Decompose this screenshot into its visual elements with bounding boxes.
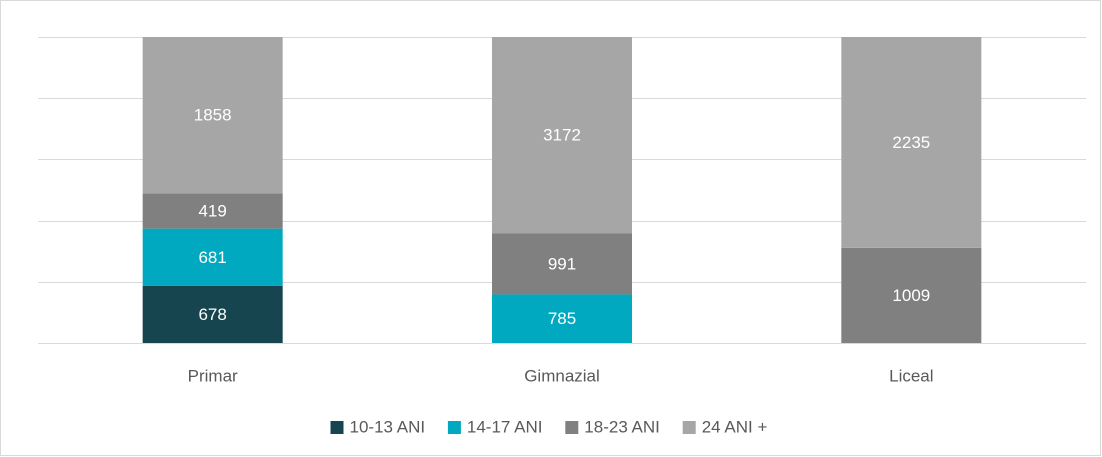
legend-label: 14-17 ANI xyxy=(467,417,543,436)
data-label: 419 xyxy=(198,201,226,220)
bar-segment xyxy=(492,294,632,343)
bar-segment xyxy=(142,193,283,229)
data-label: 785 xyxy=(548,309,576,328)
data-label: 2235 xyxy=(892,133,930,152)
bar-segment xyxy=(841,37,982,248)
bar-segment xyxy=(142,285,283,343)
bar-segment xyxy=(492,233,632,295)
legend-swatch xyxy=(330,421,344,434)
x-tick-label: Gimnazial xyxy=(524,366,600,385)
bar-segment xyxy=(841,247,982,343)
data-label: 678 xyxy=(198,305,226,324)
data-label: 991 xyxy=(548,254,576,273)
legend-swatch xyxy=(682,421,696,434)
legend-swatch xyxy=(447,421,461,434)
bar-segment xyxy=(492,37,632,234)
data-label: 681 xyxy=(198,248,226,267)
data-label: 1858 xyxy=(194,106,232,125)
legend-swatch xyxy=(565,421,579,434)
data-label: 3172 xyxy=(543,126,581,145)
legend-label: 24 ANI + xyxy=(702,417,768,436)
bar-segment xyxy=(142,37,283,194)
legend-label: 10-13 ANI xyxy=(350,417,426,436)
legend-label: 18-23 ANI xyxy=(584,417,660,436)
data-label: 1009 xyxy=(892,286,930,305)
bar-segment xyxy=(142,228,283,286)
x-tick-label: Liceal xyxy=(889,366,933,385)
x-tick-label: Primar xyxy=(188,366,238,385)
